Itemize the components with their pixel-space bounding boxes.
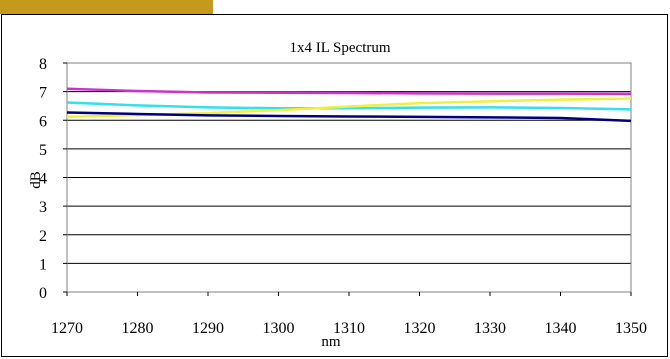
chart-frame bbox=[1, 14, 668, 357]
x-tick-label-6: 1330 bbox=[474, 320, 506, 337]
y-tick-label-4: 4 bbox=[39, 171, 47, 188]
x-tick-label-3: 1300 bbox=[263, 320, 295, 337]
x-axis: 1270 1280 1290 1300 1310 1320 1330 1340 1350 bbox=[51, 292, 647, 337]
x-axis-label: nm bbox=[321, 334, 341, 350]
y-axis: 0 1 2 3 4 5 6 7 8 bbox=[39, 56, 67, 302]
series-line-3 bbox=[66, 111, 632, 123]
series-line-0 bbox=[66, 87, 632, 96]
x-tick-label-5: 1320 bbox=[404, 320, 436, 337]
y-tick-label-2: 2 bbox=[39, 228, 47, 245]
y-axis-label: dB bbox=[28, 171, 44, 189]
x-tick-label-7: 1340 bbox=[545, 320, 577, 337]
header-strip bbox=[0, 0, 213, 14]
series-line-1 bbox=[66, 101, 632, 111]
x-tick-label-0: 1270 bbox=[51, 320, 83, 337]
y-tick-label-3: 3 bbox=[39, 199, 47, 216]
x-tick-label-8: 1350 bbox=[615, 320, 647, 337]
x-tick-label-2: 1290 bbox=[192, 320, 224, 337]
y-tick-label-1: 1 bbox=[39, 256, 47, 273]
chart-title: 1x4 IL Spectrum bbox=[289, 40, 390, 56]
y-tick-label-7: 7 bbox=[39, 85, 47, 102]
series-layer bbox=[66, 87, 632, 123]
y-tick-label-6: 6 bbox=[39, 113, 47, 130]
y-tick-label-0: 0 bbox=[39, 285, 47, 302]
x-tick-label-1: 1280 bbox=[122, 320, 154, 337]
grid-lines bbox=[67, 62, 631, 293]
y-tick-label-8: 8 bbox=[39, 56, 47, 73]
y-tick-label-5: 5 bbox=[39, 142, 47, 159]
x-tick-label-4: 1310 bbox=[333, 320, 365, 337]
